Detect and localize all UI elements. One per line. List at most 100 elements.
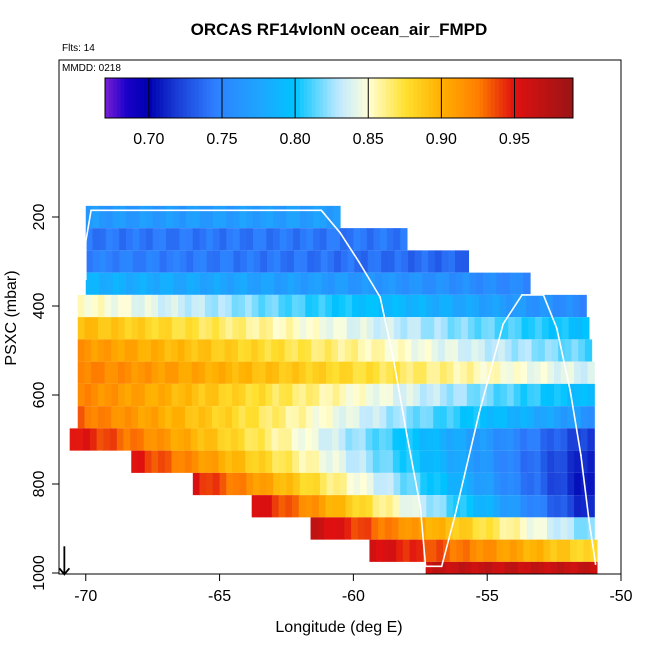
heatmap-cell xyxy=(523,272,531,295)
heatmap-cell xyxy=(533,517,541,540)
heatmap-cell xyxy=(473,428,481,451)
heatmap-cell xyxy=(406,450,414,473)
heatmap-cell xyxy=(105,228,114,251)
heatmap-cell xyxy=(456,539,464,562)
heatmap-cell xyxy=(193,250,201,273)
flight-track-point xyxy=(419,505,422,508)
colorbar-segment xyxy=(323,78,328,118)
heatmap-cell xyxy=(137,294,146,318)
heatmap-cell xyxy=(125,205,134,229)
heatmap-cell xyxy=(252,317,260,340)
colorbar-segment xyxy=(456,78,461,118)
heatmap-cell xyxy=(138,383,146,407)
heatmap-cell xyxy=(387,250,396,273)
heatmap-cell xyxy=(366,361,374,384)
heatmap-cell xyxy=(331,339,339,362)
heatmap-cell xyxy=(373,472,381,496)
heatmap-cell xyxy=(500,406,508,429)
heatmap-cell xyxy=(103,428,111,451)
heatmap-cell xyxy=(92,250,100,273)
heatmap-cell xyxy=(567,361,575,384)
heatmap-cell xyxy=(358,339,366,362)
heatmap-cell xyxy=(265,406,273,429)
heatmap-cell xyxy=(579,294,587,318)
heatmap-cell xyxy=(197,428,205,451)
heatmap-cell xyxy=(225,383,233,407)
heatmap-cell xyxy=(415,272,423,295)
heatmap-cell xyxy=(445,561,453,574)
heatmap-cell xyxy=(507,450,515,473)
colorbar-segment xyxy=(315,78,320,118)
heatmap-cell xyxy=(386,472,395,496)
heatmap-cell xyxy=(171,361,179,384)
heatmap-cell xyxy=(389,539,397,562)
heatmap-cell xyxy=(432,294,440,318)
heatmap-cell xyxy=(359,406,367,429)
heatmap-cell xyxy=(232,205,241,229)
flight-track-point xyxy=(542,294,545,296)
heatmap-cell xyxy=(447,472,455,496)
heatmap-cell xyxy=(111,383,119,407)
colorbar-segment xyxy=(331,78,336,118)
colorbar-segment xyxy=(354,78,359,118)
heatmap-cell xyxy=(293,228,301,251)
heatmap-cell xyxy=(402,539,411,562)
heatmap-cell xyxy=(210,428,219,451)
heatmap-cell xyxy=(438,517,447,540)
heatmap-cell xyxy=(460,406,468,429)
heatmap-cell xyxy=(76,428,84,451)
heatmap-cell xyxy=(393,383,401,407)
colorbar-frame xyxy=(104,77,574,119)
heatmap-cell xyxy=(104,339,112,362)
heatmap-cell xyxy=(460,361,468,384)
heatmap-cell xyxy=(191,450,199,473)
heatmap-cell xyxy=(293,472,301,496)
colorbar-segment xyxy=(120,78,125,118)
heatmap-cell xyxy=(344,339,352,362)
heatmap-cell xyxy=(431,339,439,362)
heatmap-cell xyxy=(419,450,428,473)
heatmap-cell xyxy=(361,250,369,273)
heatmap-cell xyxy=(386,361,394,384)
heatmap-cell xyxy=(379,428,387,451)
heatmap-cell xyxy=(239,472,247,496)
heatmap-cell xyxy=(524,339,533,362)
heatmap-cell xyxy=(159,272,168,295)
colorbar-segment xyxy=(292,78,297,118)
heatmap-cell xyxy=(232,317,240,340)
heatmap-cell xyxy=(285,450,293,473)
heatmap-cell xyxy=(560,472,569,496)
colorbar-tick-label: 0.70 xyxy=(133,131,164,148)
heatmap-cell xyxy=(381,250,389,273)
heatmap-cell xyxy=(479,517,487,540)
heatmap-cell xyxy=(412,495,421,518)
heatmap-cell xyxy=(165,317,173,340)
heatmap-cell xyxy=(238,450,246,473)
heatmap-cell xyxy=(251,428,259,451)
heatmap-cell xyxy=(374,250,382,273)
heatmap-cell xyxy=(498,561,506,574)
colorbar-segment xyxy=(452,78,457,118)
heatmap-cell xyxy=(292,406,300,429)
heatmap-cell xyxy=(553,383,562,407)
heatmap-cell xyxy=(278,361,287,384)
heatmap-cell xyxy=(514,317,523,340)
heatmap-cell xyxy=(411,517,420,540)
heatmap-cell xyxy=(111,317,119,340)
heatmap-cell xyxy=(520,406,528,429)
heatmap-cell xyxy=(454,317,462,340)
colorbar-segment xyxy=(358,78,363,118)
heatmap-cell xyxy=(284,428,293,451)
heatmap-cell xyxy=(520,383,528,407)
heatmap-cell xyxy=(398,339,406,362)
heatmap-cell xyxy=(559,294,567,318)
heatmap-cell xyxy=(251,294,259,318)
colorbar-segment xyxy=(514,78,519,118)
heatmap-cell xyxy=(334,272,343,295)
heatmap-cell xyxy=(265,383,273,407)
heatmap-cell xyxy=(492,517,501,540)
colorbar-segment xyxy=(420,78,426,118)
heatmap-cell xyxy=(185,406,193,429)
heatmap-cell xyxy=(314,250,322,273)
